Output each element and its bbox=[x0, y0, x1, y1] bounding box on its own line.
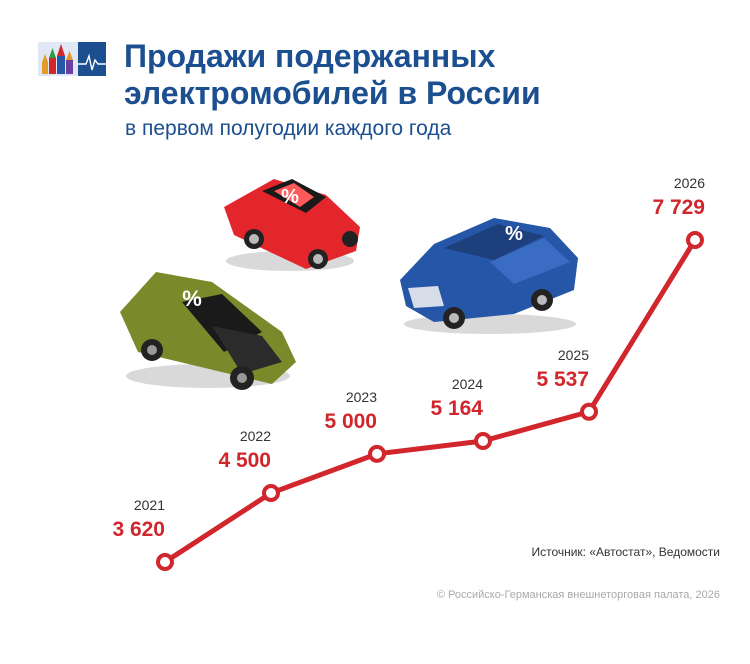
value-label-2024: 5 164 bbox=[430, 397, 483, 420]
data-point-2021 bbox=[156, 553, 174, 571]
year-label-2021: 2021 bbox=[134, 497, 165, 513]
data-point-2025 bbox=[580, 402, 598, 421]
value-label-2021: 3 620 bbox=[112, 518, 165, 541]
green-muscle-car-illustration: % bbox=[120, 272, 296, 390]
red-sports-car-illustration: % bbox=[224, 179, 360, 271]
year-label-2023: 2023 bbox=[346, 389, 377, 405]
discount-badge-text: % bbox=[505, 223, 523, 245]
data-point-2024 bbox=[474, 432, 492, 451]
value-label-2025: 5 537 bbox=[536, 368, 589, 391]
discount-badge-text: % bbox=[281, 186, 299, 208]
value-label-2022: 4 500 bbox=[218, 449, 271, 472]
value-label-2026: 7 729 bbox=[652, 196, 705, 219]
data-point-2026 bbox=[686, 231, 704, 249]
value-label-2023: 5 000 bbox=[324, 410, 377, 433]
copyright-note: © Российско-Германская внешнеторговая па… bbox=[436, 589, 720, 601]
year-label-2024: 2024 bbox=[452, 376, 483, 392]
chamber-logo bbox=[34, 40, 108, 78]
year-label-2025: 2025 bbox=[558, 347, 589, 363]
year-label-2026: 2026 bbox=[674, 175, 705, 191]
page-subtitle: в первом полугодии каждого года bbox=[125, 117, 452, 140]
source-note: Источник: «Автостат», Ведомости bbox=[531, 545, 720, 559]
page-title: Продажи подержанных электромобилей в Рос… bbox=[124, 38, 541, 111]
blue-suv-illustration: % bbox=[400, 218, 578, 334]
year-label-2022: 2022 bbox=[240, 428, 271, 444]
discount-badge-text: % bbox=[182, 286, 202, 311]
data-point-2023 bbox=[368, 444, 386, 463]
series-line bbox=[163, 238, 698, 565]
data-point-2022 bbox=[262, 484, 280, 503]
